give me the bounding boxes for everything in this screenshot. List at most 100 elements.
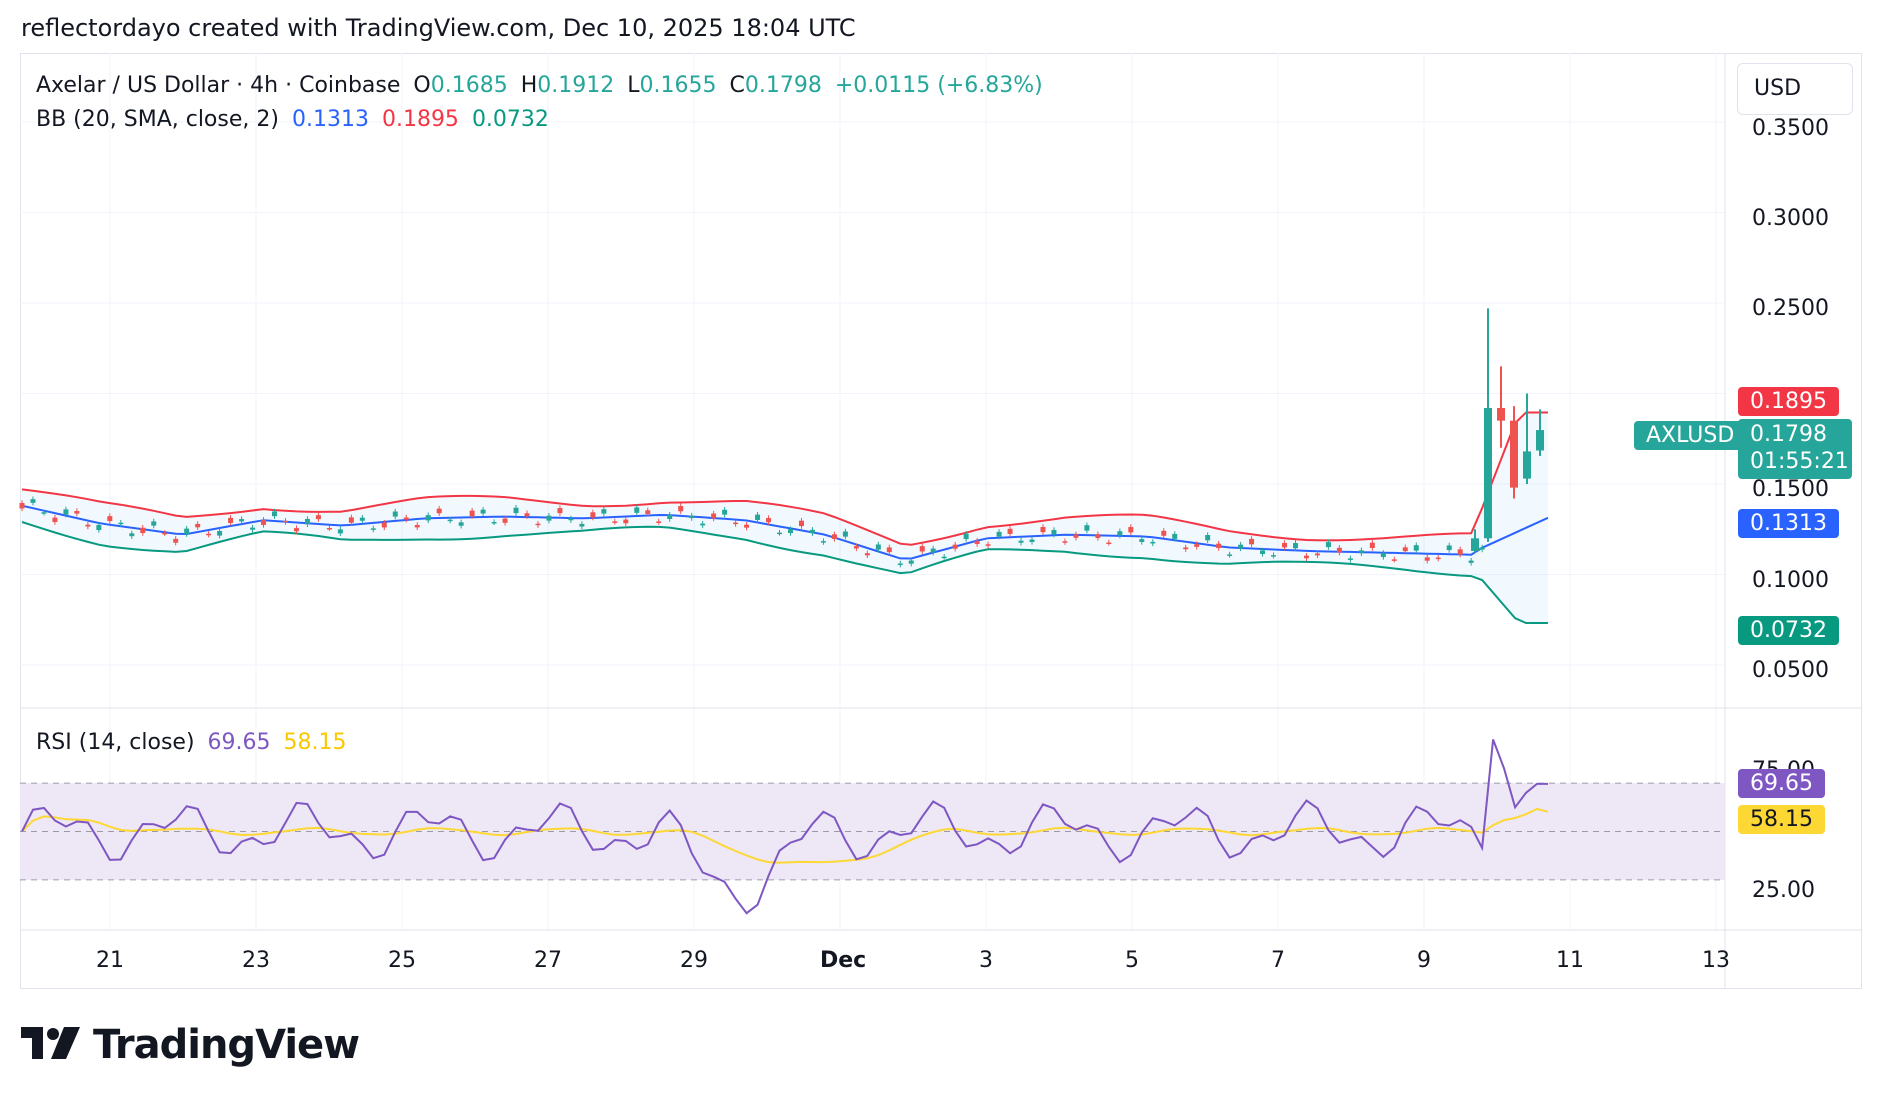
candle-body xyxy=(392,511,398,517)
bb-band-fill xyxy=(22,412,1548,623)
candle-body xyxy=(129,533,135,537)
price-tick: 0.0500 xyxy=(1752,658,1829,683)
candle-body xyxy=(744,524,750,528)
candle-body xyxy=(700,523,706,526)
rsi-label: RSI (14, close) xyxy=(36,730,195,755)
candle-body xyxy=(19,503,25,509)
bb-legend[interactable]: BB (20, SMA, close, 2) 0.1313 0.1895 0.0… xyxy=(36,107,555,132)
candle-body xyxy=(568,518,574,521)
candle-body xyxy=(74,510,80,514)
rsi-legend[interactable]: RSI (14, close) 69.65 58.15 xyxy=(36,730,353,755)
candle-body xyxy=(1479,547,1485,550)
candle-body xyxy=(304,518,310,525)
candle-body xyxy=(1413,545,1419,551)
candle-body xyxy=(436,508,442,514)
candle-body xyxy=(919,546,925,552)
candle-body xyxy=(1402,547,1408,552)
candle-body xyxy=(557,508,563,514)
candle-body xyxy=(623,519,629,524)
bb-lower-value: 0.0732 xyxy=(471,107,549,132)
candle-body xyxy=(766,518,772,523)
price-tick: 0.1000 xyxy=(1752,568,1829,593)
pane-divider xyxy=(20,707,1862,931)
candle-body xyxy=(480,509,486,514)
ohlc-close: C0.1798 xyxy=(729,73,822,98)
candle-body xyxy=(1227,554,1233,556)
candle-body xyxy=(217,530,223,536)
rsi-ma-line xyxy=(21,807,1549,864)
candle-body xyxy=(952,544,958,549)
candle-body xyxy=(831,534,837,539)
rsi-line xyxy=(21,739,1548,915)
candle-body xyxy=(1051,529,1057,535)
candle-body xyxy=(535,523,541,526)
candle-body xyxy=(326,528,332,530)
candle-body xyxy=(151,521,157,526)
price-tick: 0.1500 xyxy=(1752,477,1829,502)
candle-body xyxy=(491,522,497,524)
attribution-text: reflectordayo created with TradingView.c… xyxy=(21,14,856,42)
candle-body xyxy=(820,541,826,543)
candle-body xyxy=(502,518,508,523)
candle-body xyxy=(1457,549,1463,555)
candle-body xyxy=(1484,407,1492,539)
currency-button[interactable]: USD xyxy=(1737,63,1853,115)
bb-upper-line xyxy=(21,411,1548,546)
candle-body xyxy=(1292,543,1298,549)
tradingview-logo[interactable]: TradingView xyxy=(21,1022,360,1068)
candle-body xyxy=(601,509,607,514)
candle-body xyxy=(272,511,278,517)
last-price-label: 0.1798 01:55:21 xyxy=(1738,419,1852,479)
tradingview-logo-icon xyxy=(21,1027,80,1059)
candles xyxy=(19,308,1544,568)
time-tick: 21 xyxy=(96,948,124,973)
candle-body xyxy=(1536,430,1544,451)
candle-body xyxy=(612,521,618,523)
candle-body xyxy=(1161,530,1167,536)
candle-body xyxy=(1347,558,1353,560)
candle-body xyxy=(458,522,464,526)
candle-body xyxy=(930,548,936,553)
candle-body xyxy=(941,556,947,559)
candle-body xyxy=(755,514,761,520)
candle-body xyxy=(469,510,475,517)
candle-body xyxy=(1007,528,1013,534)
candle-body xyxy=(359,517,365,521)
ohlc-change: +0.0115 (+6.83%) xyxy=(834,73,1043,98)
bb-fill xyxy=(22,412,1548,623)
rsi-pane xyxy=(20,739,1725,915)
candle-body xyxy=(1084,525,1090,531)
symbol-legend[interactable]: Axelar / US Dollar · 4h · Coinbase O0.16… xyxy=(36,73,1049,98)
time-tick: 3 xyxy=(979,948,993,973)
logo-text: TradingView xyxy=(93,1022,360,1068)
candle-body xyxy=(1018,540,1024,543)
candle-body xyxy=(667,514,673,520)
candle-body xyxy=(1468,560,1474,563)
candle-body xyxy=(590,512,596,518)
candle-body xyxy=(1062,541,1068,543)
time-tick: 11 xyxy=(1556,948,1584,973)
candle-body xyxy=(974,540,980,544)
candle-body xyxy=(1194,544,1200,547)
bb-lower-line xyxy=(21,521,1548,624)
candle-body xyxy=(348,517,354,523)
candle-body xyxy=(1446,545,1452,551)
candle-body xyxy=(1510,420,1518,488)
candle-body xyxy=(689,515,695,519)
candle-body xyxy=(228,517,234,524)
candle-body xyxy=(722,509,728,515)
chart-frame xyxy=(20,53,1862,989)
candle-body xyxy=(370,528,376,530)
time-tick: Dec xyxy=(820,948,867,973)
candle-body xyxy=(579,523,585,527)
candle-body xyxy=(381,522,387,528)
candle-body xyxy=(1391,559,1397,561)
price-tick: 0.2500 xyxy=(1752,296,1829,321)
candle-body xyxy=(1095,534,1101,538)
candle-body xyxy=(1471,538,1479,551)
candle-body xyxy=(293,528,299,532)
candle-body xyxy=(897,563,903,566)
candle-body xyxy=(30,499,36,503)
candle-body xyxy=(1523,451,1531,479)
